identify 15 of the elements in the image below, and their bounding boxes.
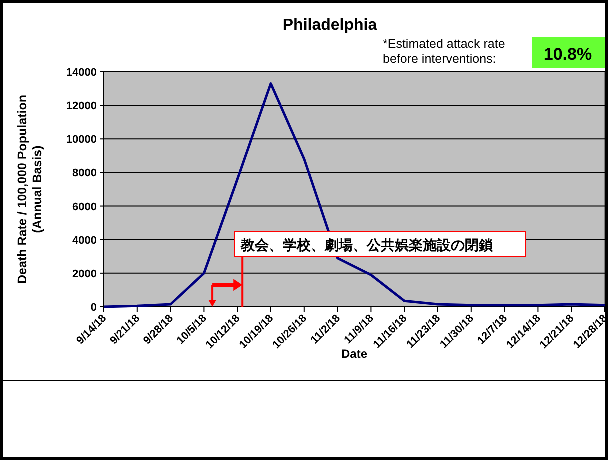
y-tick-label: 12000 [66,100,97,113]
y-tick-label: 2000 [72,268,97,280]
y-tick-label: 4000 [72,234,97,247]
y-axis-title: Death Rate / 100,000 Population (Annual Basis) [16,95,44,284]
chart-title: Philadelphia [282,17,378,34]
text: *Estimated attack rate before interventions: [383,37,506,66]
annotation: 教会、学校、劇場、公共娯楽施設の閉鎖 [240,238,494,254]
x-axis-title: Date [341,347,368,361]
y-tick-label: 8000 [72,168,97,180]
line-series [102,82,606,308]
y-tick-label: 0 [90,302,97,314]
text: 10.8% [544,45,592,64]
y-tick-label: 10000 [66,134,97,146]
y-tick-label: 6000 [72,201,97,214]
y-tick-label: 14000 [66,67,97,79]
